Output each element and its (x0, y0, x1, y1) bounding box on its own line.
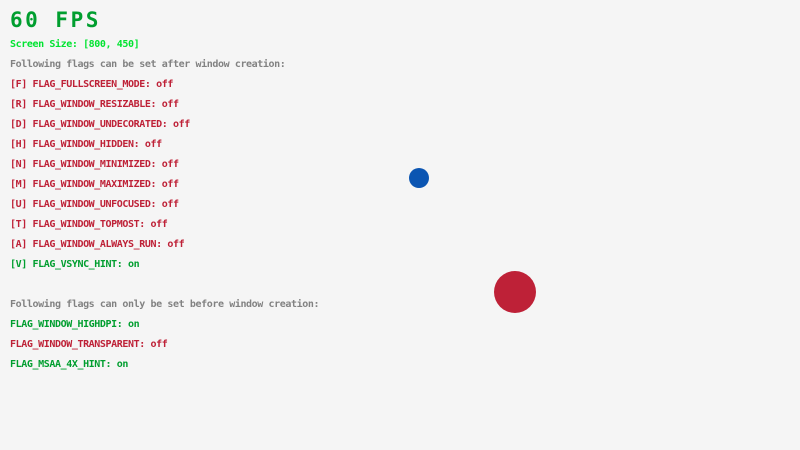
flag-window-unfocused: [U] FLAG_WINDOW_UNFOCUSED: off (10, 199, 179, 210)
flag-window-transparent: FLAG_WINDOW_TRANSPARENT: off (10, 339, 168, 350)
flag-window-topmost: [T] FLAG_WINDOW_TOPMOST: off (10, 219, 168, 230)
flag-window-highdpi: FLAG_WINDOW_HIGHDPI: on (10, 319, 140, 330)
flag-window-resizable: [R] FLAG_WINDOW_RESIZABLE: off (10, 99, 179, 110)
flag-msaa-4x-hint: FLAG_MSAA_4X_HINT: on (10, 359, 129, 370)
section-before-creation-header: Following flags can only be set before w… (10, 299, 320, 310)
flag-window-hidden: [H] FLAG_WINDOW_HIDDEN: off (10, 139, 162, 150)
flag-window-undecorated: [D] FLAG_WINDOW_UNDECORATED: off (10, 119, 190, 130)
fps-counter: 60 FPS (10, 8, 101, 32)
bouncing-ball-maroon (494, 271, 536, 313)
section-after-creation-header: Following flags can be set after window … (10, 59, 286, 70)
flag-vsync-hint: [V] FLAG_VSYNC_HINT: on (10, 259, 140, 270)
flag-window-always-run: [A] FLAG_WINDOW_ALWAYS_RUN: off (10, 239, 185, 250)
flag-window-minimized: [N] FLAG_WINDOW_MINIMIZED: off (10, 159, 179, 170)
flag-fullscreen-mode: [F] FLAG_FULLSCREEN_MODE: off (10, 79, 173, 90)
bouncing-ball-blue (409, 168, 429, 188)
screen-size-label: Screen Size: [800, 450] (10, 39, 140, 50)
flag-window-maximized: [M] FLAG_WINDOW_MAXIMIZED: off (10, 179, 179, 190)
